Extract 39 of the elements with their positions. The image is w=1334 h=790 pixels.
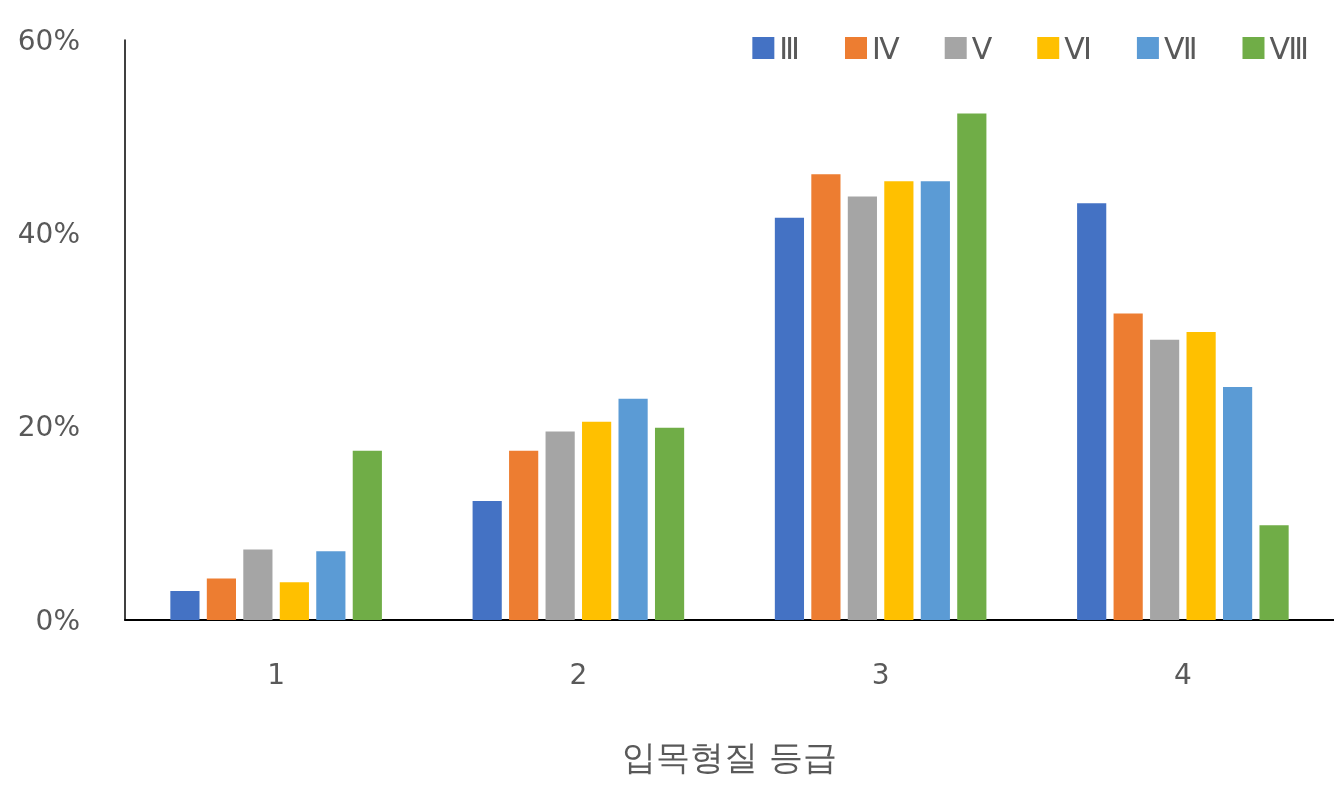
y-tick-label: 0% (35, 603, 80, 637)
y-tick-label: 40% (17, 216, 80, 250)
bar (1259, 525, 1289, 620)
bar (654, 427, 685, 620)
bar (847, 196, 877, 620)
bar (509, 450, 539, 620)
bar (352, 450, 382, 620)
bar (957, 113, 987, 620)
x-tick-label: 3 (871, 657, 890, 691)
bar (243, 549, 273, 620)
x-tick-label: 2 (569, 657, 588, 691)
y-tick-label: 20% (17, 410, 80, 444)
bar (170, 591, 200, 620)
bar (1150, 339, 1180, 620)
x-tick-label: 4 (1173, 657, 1192, 691)
bar (920, 181, 950, 620)
legend-label: Ⅴ (971, 30, 993, 66)
bar (1113, 313, 1143, 620)
legend-label: Ⅵ (1064, 30, 1092, 66)
y-tick-label: 60% (17, 23, 80, 57)
x-tick-label: 1 (267, 657, 286, 691)
x-axis-title: 입목형질 등급 (622, 737, 837, 777)
bar (774, 217, 805, 620)
bar (811, 174, 841, 620)
bar (1186, 331, 1216, 620)
legend-label: Ⅲ (779, 30, 801, 66)
bar (884, 181, 914, 620)
bar (316, 551, 346, 620)
bar (582, 421, 612, 620)
bar (279, 582, 309, 620)
bar (545, 431, 575, 620)
legend-label: Ⅶ (1163, 30, 1198, 66)
legend-label: Ⅷ (1269, 30, 1310, 66)
bar (472, 501, 502, 620)
bar (618, 398, 648, 620)
bar (206, 578, 236, 620)
bar (1223, 387, 1253, 620)
bar (1077, 203, 1107, 620)
legend-label: Ⅳ (872, 30, 901, 66)
